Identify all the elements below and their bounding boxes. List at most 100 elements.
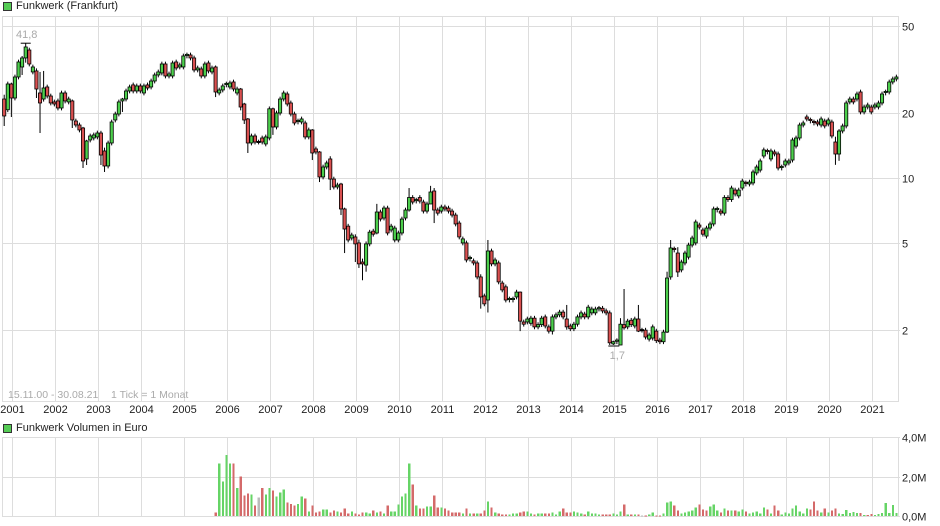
candle bbox=[66, 96, 71, 105]
candle bbox=[503, 284, 508, 303]
candle bbox=[500, 280, 505, 293]
candle bbox=[647, 332, 652, 342]
volume-bar bbox=[601, 514, 604, 516]
candle bbox=[174, 59, 179, 71]
candle bbox=[460, 236, 465, 246]
candle-body bbox=[66, 98, 71, 103]
volume-bar bbox=[594, 513, 597, 516]
candle bbox=[292, 111, 297, 126]
candle-body bbox=[195, 67, 200, 71]
volume-bar bbox=[791, 508, 794, 516]
candle-body bbox=[758, 160, 763, 171]
candle-body bbox=[77, 124, 82, 131]
candle-body bbox=[188, 54, 193, 59]
candle bbox=[399, 216, 404, 236]
y-axis-volume-label: 2,0M bbox=[902, 473, 926, 485]
candle-body bbox=[496, 262, 501, 283]
volume-bar bbox=[766, 509, 769, 516]
volume-bar bbox=[730, 510, 733, 516]
candle-body bbox=[682, 252, 687, 264]
candle bbox=[854, 91, 859, 102]
volume-bar bbox=[343, 508, 346, 516]
volume-bar bbox=[863, 515, 866, 517]
volume-bar bbox=[218, 463, 221, 516]
candle bbox=[367, 229, 372, 247]
candle-body bbox=[131, 84, 136, 92]
candle-body bbox=[174, 61, 179, 69]
volume-bar bbox=[866, 515, 869, 517]
volume-bar bbox=[357, 514, 361, 516]
volume-bar bbox=[221, 481, 224, 516]
volume-bar bbox=[314, 512, 318, 516]
candle-body bbox=[324, 162, 329, 168]
candle-body bbox=[73, 120, 78, 126]
volume-bar bbox=[820, 512, 823, 516]
volume-bar bbox=[812, 501, 816, 516]
candle bbox=[414, 197, 419, 204]
candle-body bbox=[503, 286, 508, 301]
candle bbox=[625, 318, 630, 330]
volume-bar bbox=[802, 513, 805, 516]
candle bbox=[213, 65, 218, 98]
candle-body bbox=[328, 158, 333, 180]
candle bbox=[819, 116, 824, 128]
candle-body bbox=[378, 211, 383, 220]
candle bbox=[546, 324, 551, 334]
candle bbox=[253, 133, 258, 145]
volume-bar bbox=[386, 505, 389, 516]
candle-body bbox=[833, 141, 838, 155]
candle bbox=[116, 99, 121, 117]
candle-body bbox=[761, 149, 766, 157]
candle bbox=[471, 258, 476, 266]
volume-bar bbox=[676, 510, 680, 516]
volume-bar bbox=[318, 511, 321, 516]
candle-body bbox=[654, 330, 659, 342]
candle bbox=[2, 94, 7, 127]
candle bbox=[650, 324, 655, 341]
candle bbox=[851, 96, 856, 105]
candle bbox=[260, 135, 265, 145]
volume-bar bbox=[565, 512, 568, 516]
candle-body bbox=[790, 139, 795, 161]
candle-body bbox=[500, 282, 505, 291]
candle bbox=[636, 304, 641, 333]
volume-bar bbox=[669, 501, 672, 516]
candle bbox=[184, 52, 189, 59]
volume-bar bbox=[508, 514, 511, 516]
candle-body bbox=[765, 149, 770, 152]
candle bbox=[622, 288, 627, 330]
candle bbox=[270, 107, 275, 135]
candle bbox=[894, 74, 899, 82]
candle-body bbox=[389, 225, 394, 231]
volume-chart-title: Funkwerk Volumen in Euro bbox=[16, 422, 148, 434]
volume-bar bbox=[884, 502, 887, 516]
volume-bar bbox=[286, 502, 289, 516]
candle-body bbox=[5, 83, 10, 111]
volume-bar bbox=[590, 513, 594, 516]
volume-bar bbox=[375, 512, 379, 516]
candle bbox=[718, 208, 723, 216]
volume-bar bbox=[748, 513, 751, 516]
candle bbox=[811, 119, 816, 126]
candle-body bbox=[786, 160, 791, 164]
candle-body bbox=[399, 218, 404, 234]
volume-bar bbox=[841, 514, 844, 516]
volume-bar bbox=[658, 515, 662, 517]
candle-body bbox=[52, 101, 57, 105]
candle-body bbox=[822, 120, 827, 127]
volume-bar bbox=[655, 515, 658, 517]
volume-bar bbox=[605, 514, 608, 516]
candle-body bbox=[525, 318, 530, 323]
candle-body bbox=[381, 207, 386, 219]
candle-body bbox=[206, 62, 211, 72]
candle bbox=[600, 305, 605, 314]
candle-body bbox=[403, 209, 408, 219]
candle bbox=[887, 79, 892, 95]
candle bbox=[722, 195, 727, 216]
candle bbox=[202, 61, 207, 79]
volume-bar bbox=[597, 514, 601, 516]
volume-bar bbox=[698, 504, 701, 516]
volume-bar bbox=[322, 509, 325, 516]
candle bbox=[743, 180, 748, 187]
candle-body bbox=[528, 317, 533, 324]
